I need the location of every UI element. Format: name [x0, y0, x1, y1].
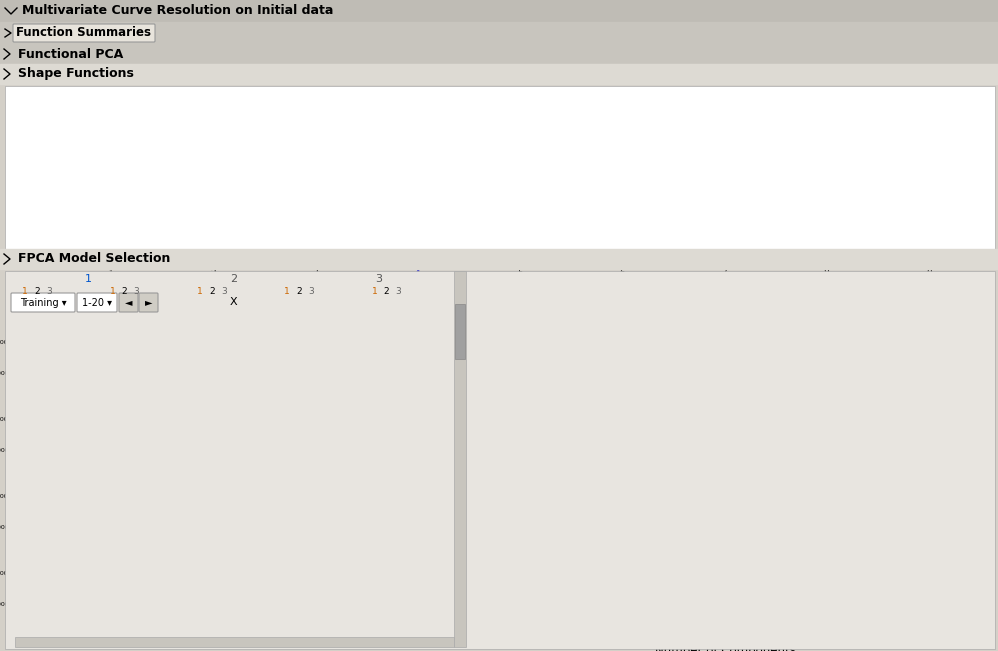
Text: 2: 2 [296, 286, 302, 296]
Text: 2: 2 [34, 286, 40, 296]
Text: 4: 4 [415, 269, 420, 277]
Text: Shape Function: Shape Function [280, 256, 350, 266]
X-axis label: Number of Components: Number of Components [655, 644, 795, 651]
Text: 1008: 1008 [195, 411, 215, 420]
FancyBboxPatch shape [11, 293, 75, 312]
Text: 3: 3 [221, 286, 227, 296]
Text: 1011: 1011 [20, 488, 39, 497]
FancyBboxPatch shape [139, 293, 158, 312]
Text: 3: 3 [46, 286, 52, 296]
Text: Shape Function: Shape Function [587, 256, 657, 266]
Text: 2: 2 [384, 286, 389, 296]
Text: 1-20 ▾: 1-20 ▾ [82, 298, 112, 307]
Text: Multivariate Curve Resolution on Initial data: Multivariate Curve Resolution on Initial… [22, 5, 333, 18]
Text: 3: 3 [396, 286, 401, 296]
FancyBboxPatch shape [77, 293, 117, 312]
Text: 3: 3 [308, 286, 314, 296]
Text: Training ▾: Training ▾ [20, 298, 66, 307]
Text: 1: 1 [284, 286, 290, 296]
Text: Shape Function: Shape Function [690, 256, 759, 266]
Bar [455, 304, 465, 359]
Text: 1: 1 [197, 286, 203, 296]
Bar [0, 44, 998, 64]
Text: 1006: 1006 [20, 411, 40, 420]
Text: 1: 1 [22, 286, 28, 296]
Bar [15, 637, 454, 647]
Y-axis label: BIC: BIC [426, 444, 439, 464]
Bar [0, 64, 998, 84]
Text: 1010: 1010 [370, 411, 389, 420]
Text: Shape Function: Shape Function [383, 256, 453, 266]
Bar [0, 0, 998, 22]
Text: 1009: 1009 [282, 411, 301, 420]
Text: 1: 1 [371, 286, 377, 296]
Text: 5: 5 [517, 269, 523, 277]
Text: Shape Function: Shape Function [76, 256, 146, 266]
Text: 1003: 1003 [195, 334, 215, 342]
Text: 9: 9 [926, 269, 932, 277]
Text: 1015: 1015 [370, 488, 389, 497]
Bar [0, 22, 998, 44]
Text: 8: 8 [823, 269, 829, 277]
Text: 1014: 1014 [282, 488, 301, 497]
Bar [0, 249, 998, 269]
Y-axis label: Weight: Weight [7, 164, 17, 203]
Text: FPCA Model Selection: FPCA Model Selection [18, 253, 171, 266]
Text: 1007: 1007 [108, 411, 127, 420]
Text: Shape Function: Shape Function [179, 256, 249, 266]
Bar [5, 271, 995, 649]
Text: 1018: 1018 [195, 565, 215, 574]
Text: 1: 1 [108, 269, 114, 277]
Text: Shape Function: Shape Function [791, 256, 861, 266]
Text: 1019: 1019 [282, 565, 301, 574]
Text: 3: 3 [312, 269, 318, 277]
Text: 3: 3 [134, 286, 140, 296]
Text: 1001: 1001 [20, 334, 40, 342]
Text: Shape Function: Shape Function [485, 256, 555, 266]
Bar [454, 271, 466, 647]
Text: Function Summaries: Function Summaries [17, 27, 152, 40]
Text: 3: 3 [375, 274, 382, 284]
Text: 1005: 1005 [370, 334, 389, 342]
Text: Shape Functions: Shape Functions [18, 68, 134, 81]
Text: 1016: 1016 [20, 565, 40, 574]
Text: 2: 2 [209, 286, 215, 296]
Text: 2: 2 [122, 286, 127, 296]
Text: X: X [230, 297, 238, 307]
Text: 1: 1 [85, 274, 92, 284]
Text: 1: 1 [110, 286, 116, 296]
Text: 6: 6 [620, 269, 625, 277]
Text: 7: 7 [722, 269, 728, 277]
Text: ►: ► [145, 298, 153, 307]
Text: 1020: 1020 [370, 565, 389, 574]
Text: 1017: 1017 [108, 565, 127, 574]
Text: Shape Function: Shape Function [894, 256, 964, 266]
Text: 2: 2 [211, 269, 217, 277]
Text: 1012: 1012 [108, 488, 127, 497]
Bar [5, 86, 995, 249]
Text: 1002: 1002 [108, 334, 127, 342]
FancyBboxPatch shape [13, 24, 155, 42]
Text: ◄: ◄ [125, 298, 133, 307]
Text: Functional PCA: Functional PCA [18, 48, 123, 61]
Text: 1004: 1004 [282, 334, 301, 342]
Text: 2: 2 [230, 274, 238, 284]
FancyBboxPatch shape [119, 293, 138, 312]
Text: 1013: 1013 [195, 488, 215, 497]
